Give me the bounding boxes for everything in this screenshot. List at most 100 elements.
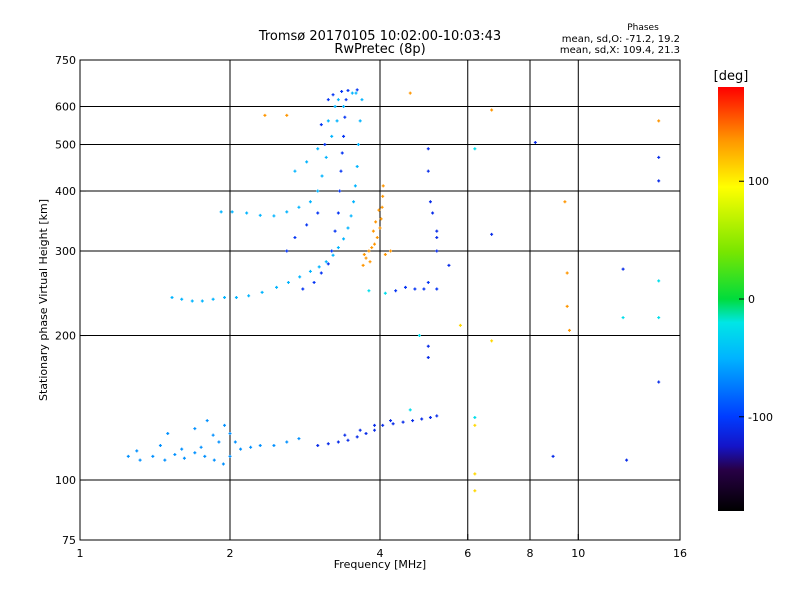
data-point bbox=[657, 380, 661, 384]
data-point bbox=[190, 299, 194, 303]
data-point bbox=[245, 211, 249, 215]
data-point bbox=[319, 123, 323, 127]
data-point bbox=[324, 155, 328, 159]
data-point bbox=[373, 423, 377, 427]
data-point bbox=[275, 285, 279, 289]
data-point bbox=[272, 444, 276, 448]
data-point bbox=[297, 437, 301, 441]
data-point bbox=[368, 260, 372, 264]
data-point bbox=[342, 237, 346, 241]
data-point bbox=[182, 456, 186, 460]
data-point bbox=[331, 253, 335, 257]
y-tick-label: 75 bbox=[62, 534, 76, 547]
data-point bbox=[219, 210, 223, 214]
data-point bbox=[158, 444, 162, 448]
data-point bbox=[358, 119, 362, 123]
data-point bbox=[234, 296, 238, 300]
data-point bbox=[420, 417, 424, 421]
data-point bbox=[338, 189, 342, 193]
data-point bbox=[381, 184, 385, 188]
data-point bbox=[200, 299, 204, 303]
data-point bbox=[326, 442, 330, 446]
colorbar-tick-label: 100 bbox=[748, 175, 769, 188]
y-tick-label: 600 bbox=[55, 101, 76, 114]
data-point bbox=[340, 89, 344, 93]
data-point bbox=[298, 275, 302, 279]
data-point bbox=[426, 147, 430, 151]
data-point bbox=[563, 200, 567, 204]
data-point bbox=[401, 420, 405, 424]
colorbar-tick-label: -100 bbox=[748, 411, 773, 424]
data-point bbox=[413, 287, 417, 291]
data-point bbox=[373, 242, 377, 246]
data-point bbox=[362, 253, 366, 257]
data-point bbox=[336, 211, 340, 215]
data-point bbox=[353, 184, 357, 188]
data-point bbox=[657, 279, 661, 283]
data-point bbox=[285, 249, 289, 253]
data-point bbox=[367, 249, 371, 253]
data-point bbox=[199, 445, 203, 449]
data-point bbox=[316, 189, 320, 193]
data-point bbox=[383, 253, 387, 257]
data-point bbox=[286, 280, 290, 284]
x-tick-label: 10 bbox=[571, 547, 585, 560]
data-point bbox=[435, 229, 439, 233]
data-point bbox=[305, 160, 309, 164]
data-point bbox=[378, 226, 382, 230]
data-point bbox=[355, 88, 359, 92]
data-point bbox=[621, 267, 625, 271]
data-point bbox=[490, 232, 494, 236]
data-point bbox=[342, 134, 346, 138]
data-point bbox=[377, 208, 381, 212]
data-point bbox=[426, 355, 430, 359]
data-point bbox=[333, 229, 337, 233]
y-tick-label: 300 bbox=[55, 245, 76, 258]
data-point bbox=[435, 236, 439, 240]
data-point bbox=[339, 169, 343, 173]
data-point bbox=[394, 289, 398, 293]
data-point bbox=[447, 263, 451, 267]
data-point bbox=[163, 458, 167, 462]
data-point bbox=[403, 285, 407, 289]
data-point bbox=[490, 339, 494, 343]
data-point bbox=[473, 415, 477, 419]
data-point bbox=[249, 445, 253, 449]
data-point bbox=[326, 119, 330, 123]
data-point bbox=[301, 287, 305, 291]
data-point bbox=[239, 447, 243, 451]
data-point bbox=[166, 432, 170, 436]
data-point bbox=[367, 289, 371, 293]
data-point bbox=[360, 98, 364, 102]
y-tick-label: 200 bbox=[55, 330, 76, 343]
data-point bbox=[389, 249, 393, 253]
data-point bbox=[326, 98, 330, 102]
data-point bbox=[340, 151, 344, 155]
data-point bbox=[316, 444, 320, 448]
data-point bbox=[356, 143, 360, 147]
data-point bbox=[263, 113, 267, 117]
data-point bbox=[336, 98, 340, 102]
data-point bbox=[230, 210, 234, 214]
data-point bbox=[389, 419, 393, 423]
data-point bbox=[320, 174, 324, 178]
data-point bbox=[138, 458, 142, 462]
data-point bbox=[346, 88, 350, 92]
data-point bbox=[293, 236, 297, 240]
data-point bbox=[379, 217, 383, 221]
data-point bbox=[352, 200, 356, 204]
x-tick-label: 2 bbox=[227, 547, 234, 560]
data-point bbox=[411, 419, 415, 423]
data-point bbox=[458, 323, 462, 327]
data-point bbox=[350, 91, 354, 95]
data-point bbox=[428, 200, 432, 204]
data-point bbox=[312, 280, 316, 284]
data-point bbox=[657, 119, 661, 123]
data-point bbox=[533, 140, 537, 144]
colorbar-tick-label: 0 bbox=[748, 293, 755, 306]
data-point bbox=[391, 422, 395, 426]
data-point bbox=[364, 432, 368, 436]
data-point bbox=[361, 263, 365, 267]
data-point bbox=[308, 200, 312, 204]
data-point bbox=[426, 169, 430, 173]
